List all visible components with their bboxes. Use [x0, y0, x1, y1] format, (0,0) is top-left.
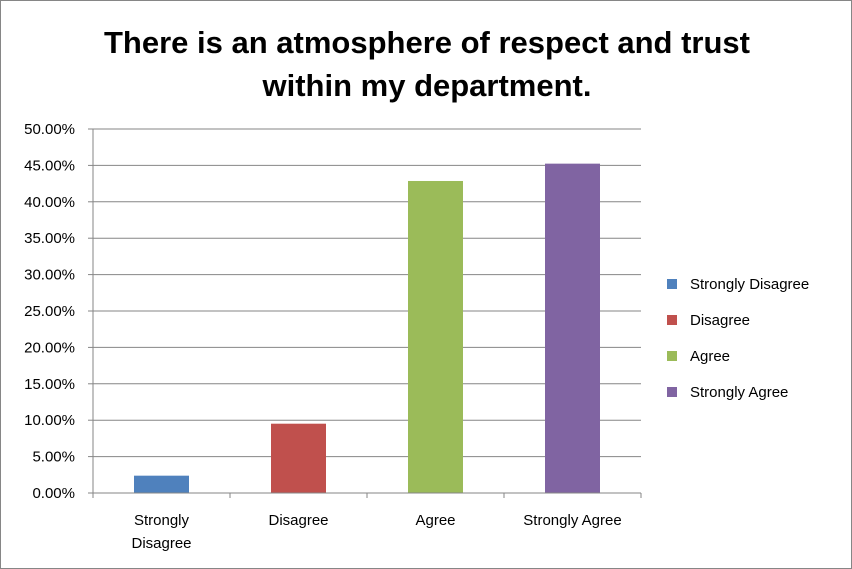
legend-swatch — [667, 279, 677, 289]
legend-swatch — [667, 387, 677, 397]
axes — [92, 129, 642, 498]
x-category-label: Strongly Agree — [523, 512, 621, 529]
legend-label: Disagree — [690, 312, 750, 329]
bar-0 — [134, 475, 189, 493]
x-axis-labels: Strongly Disagree Disagree Agree Strongly Ag… — [131, 512, 621, 552]
legend-swatch — [667, 351, 677, 361]
bar-2 — [408, 180, 463, 494]
chart-title: There is an atmosphere of respect and tr… — [104, 25, 750, 103]
x-category-label: Strongly — [134, 512, 190, 529]
legend-swatch — [667, 315, 677, 325]
y-tick-label: 20.00% — [24, 339, 75, 356]
y-tick-label: 40.00% — [24, 194, 75, 211]
y-tick-label: 25.00% — [24, 303, 75, 320]
y-axis-ticks: 0.00% 5.00% 10.00% 15.00% 20.00% 25.00% 30.00%… — [24, 121, 75, 502]
y-tick-label: 5.00% — [32, 449, 75, 466]
chart-title-line: within my department. — [262, 68, 592, 103]
y-tick-label: 30.00% — [24, 267, 75, 284]
legend-label: Strongly Disagree — [690, 276, 809, 293]
legend-label: Strongly Agree — [690, 384, 788, 401]
y-tick-label: 45.00% — [24, 157, 75, 174]
y-tick-label: 50.00% — [24, 121, 75, 138]
bar-3 — [545, 163, 600, 493]
x-category-label: Agree — [415, 512, 455, 529]
bars — [134, 163, 600, 494]
x-category-label: Disagree — [268, 512, 328, 529]
bar-1 — [271, 423, 326, 493]
legend-label: Agree — [690, 348, 730, 365]
y-tick-label: 0.00% — [32, 485, 75, 502]
y-tick-label: 15.00% — [24, 376, 75, 393]
legend: Strongly Disagree Disagree Agree Strongly A… — [667, 276, 809, 401]
y-tick-label: 10.00% — [24, 412, 75, 429]
x-category-label: Disagree — [131, 535, 191, 552]
y-tick-label: 35.00% — [24, 230, 75, 247]
chart-title-line: There is an atmosphere of respect and tr… — [104, 25, 750, 60]
